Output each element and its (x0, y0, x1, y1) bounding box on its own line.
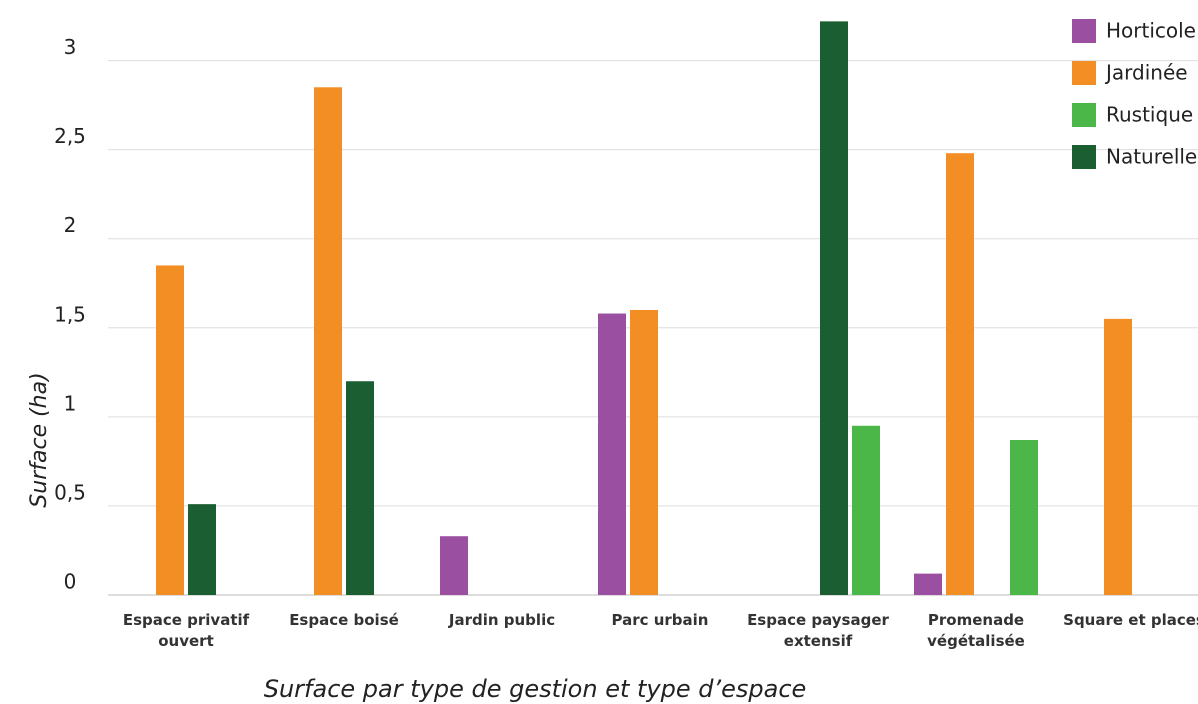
bar (598, 313, 626, 595)
legend-label: Rustique (1106, 103, 1193, 127)
legend-swatch (1072, 19, 1096, 43)
x-tick-label: Espace paysager extensif (747, 611, 889, 650)
bar (946, 153, 974, 595)
bar (346, 381, 374, 595)
legend-label: Jardinée (1104, 61, 1188, 85)
bar (188, 504, 216, 595)
bar (630, 309, 658, 595)
bar (1104, 318, 1132, 595)
caption: Surface par type de gestion et type d’es… (264, 675, 807, 703)
legend-swatch (1072, 145, 1096, 169)
legend-swatch (1072, 61, 1096, 85)
y-tick-label: 1,5 (54, 302, 86, 326)
x-tick-label: Espace boisé (289, 611, 399, 629)
y-tick-label: 0,5 (54, 480, 86, 504)
bar (820, 21, 848, 595)
bar (440, 536, 468, 595)
y-tick-label: 1 (64, 391, 77, 415)
x-tick-label: Parc urbain (611, 611, 709, 629)
legend-label: Horticole (1106, 19, 1196, 43)
bar (1010, 440, 1038, 595)
legend-swatch (1072, 103, 1096, 127)
y-tick-label: 2 (64, 213, 77, 237)
x-tick-label: Espace privatif ouvert (122, 611, 250, 650)
bar (156, 265, 184, 595)
bar (852, 425, 880, 595)
y-tick-label: 0 (64, 570, 77, 594)
x-tick-label: Promenade végétalisée (927, 611, 1025, 650)
x-tick-label: Jardin public (448, 611, 556, 629)
legend-label: Naturelle (1106, 145, 1197, 169)
y-axis-title: Surface (ha) (27, 372, 52, 507)
y-tick-label: 2,5 (54, 124, 86, 148)
y-tick-label: 3 (64, 35, 77, 59)
bar (314, 87, 342, 596)
bar (914, 573, 942, 595)
x-tick-label: Square et places (1063, 611, 1198, 629)
